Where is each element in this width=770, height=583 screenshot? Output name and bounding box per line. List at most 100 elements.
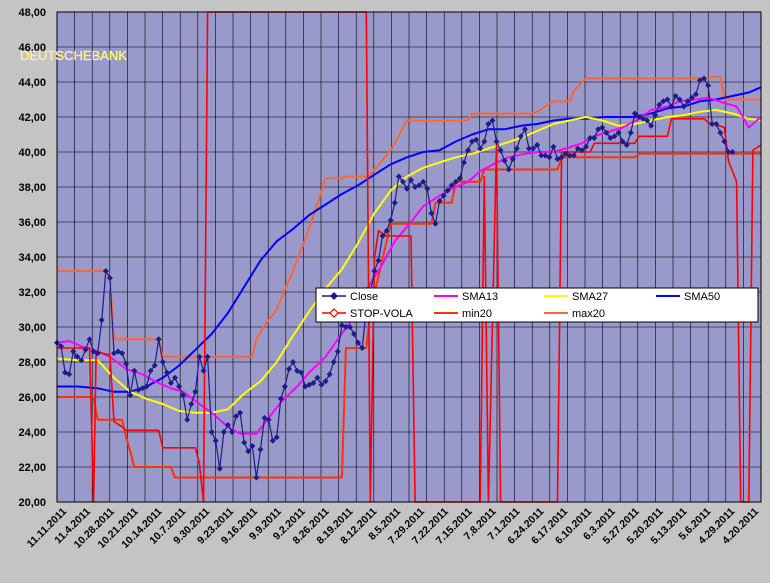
close-point [78, 357, 85, 364]
close-point [713, 121, 720, 127]
close-point [619, 138, 626, 145]
legend-label-close: Close [350, 291, 378, 303]
legend-item-min20: min20 [434, 308, 492, 320]
y-tick-label: 22,00 [18, 462, 46, 474]
close-point [517, 133, 524, 140]
close-point [436, 198, 443, 204]
close-point [701, 75, 708, 82]
close-point [346, 324, 353, 330]
close-point [196, 353, 203, 360]
close-point [216, 465, 223, 472]
legend-label-sma13: SMA13 [462, 291, 498, 303]
close-point [611, 133, 618, 140]
close-point [155, 336, 162, 343]
y-tick-label: 26,00 [18, 392, 46, 404]
close-point [208, 429, 215, 435]
chart-title: DEUTSCHEBANK [20, 48, 127, 63]
close-point [631, 110, 638, 117]
close-point [159, 359, 166, 365]
close-point [591, 135, 598, 141]
close-point [509, 156, 516, 162]
series-layer [54, 11, 762, 503]
close-point [245, 448, 252, 455]
y-tick-label: 30,00 [18, 322, 46, 334]
y-tick-label: 36,00 [18, 217, 46, 229]
legend-label-min20: min20 [462, 308, 492, 320]
close-point [424, 185, 431, 192]
close-point [237, 409, 244, 416]
close-point [86, 336, 93, 343]
y-tick-label: 32,00 [18, 287, 46, 299]
close-point [82, 346, 89, 353]
close-point [285, 366, 292, 372]
y-axis: 20,00 22,00 24,00 26,00 28,00 30,00 32,00 34,00… [18, 7, 46, 509]
x-axis: 11.11.201111.4.201110.28.201110.21.20111… [25, 506, 762, 551]
close-point [58, 343, 65, 350]
close-point [265, 416, 272, 423]
y-tick-label: 40,00 [18, 147, 46, 159]
close-point [692, 91, 699, 98]
close-point [578, 147, 585, 154]
close-point [664, 96, 671, 103]
close-point [375, 257, 382, 264]
close-point [473, 136, 480, 143]
legend-item-close: Close [322, 291, 378, 303]
close-point [705, 82, 712, 89]
close-point [342, 324, 349, 330]
close-point [241, 439, 248, 446]
close-point [147, 367, 154, 374]
legend-label-stop: STOP-VOLA [350, 308, 413, 320]
close-point [66, 371, 73, 378]
series-line-sma13 [56, 96, 762, 435]
close-point [583, 143, 590, 150]
close-point [521, 126, 528, 133]
close-point [322, 378, 329, 385]
close-point [212, 437, 219, 444]
close-point [188, 401, 195, 407]
legend-box [315, 287, 759, 323]
close-point [668, 103, 675, 110]
close-point [493, 138, 500, 145]
close-point [131, 367, 138, 374]
close-point [98, 317, 105, 323]
close-point [709, 121, 716, 127]
close-point [432, 220, 439, 227]
close-point [428, 210, 435, 217]
close-point [403, 185, 410, 192]
close-point [452, 178, 459, 185]
close-point [273, 434, 280, 441]
close-point [359, 345, 366, 351]
legend-item-stop-vola: STOP-VOLA [322, 308, 413, 320]
close-point [481, 138, 488, 145]
legend-label-max20: max20 [572, 308, 605, 320]
close-point [387, 217, 394, 224]
close-point [204, 353, 211, 360]
legend: Close SMA13 SMA27 SMA50 STOP-VOLA mi [315, 287, 759, 323]
close-point [526, 145, 533, 152]
close-point [530, 145, 537, 152]
close-point [477, 145, 484, 152]
close-point [281, 383, 288, 390]
close-point [228, 429, 235, 435]
close-point [399, 178, 406, 185]
close-point [200, 367, 207, 374]
close-point [330, 359, 337, 365]
close-point [672, 93, 679, 99]
close-point [106, 275, 113, 281]
close-point [489, 117, 496, 124]
close-point [383, 227, 390, 234]
close-point [615, 129, 622, 136]
close-point [119, 350, 126, 357]
y-tick-label: 48,00 [18, 7, 46, 19]
close-point [623, 142, 630, 148]
close-point [290, 359, 297, 365]
close-marker-icon [330, 292, 338, 300]
close-point [460, 159, 467, 166]
close-point [676, 96, 683, 103]
close-point [566, 152, 573, 159]
close-point [505, 166, 512, 173]
legend-item-max20: max20 [544, 308, 605, 320]
close-point [163, 369, 170, 376]
close-point [224, 422, 231, 428]
